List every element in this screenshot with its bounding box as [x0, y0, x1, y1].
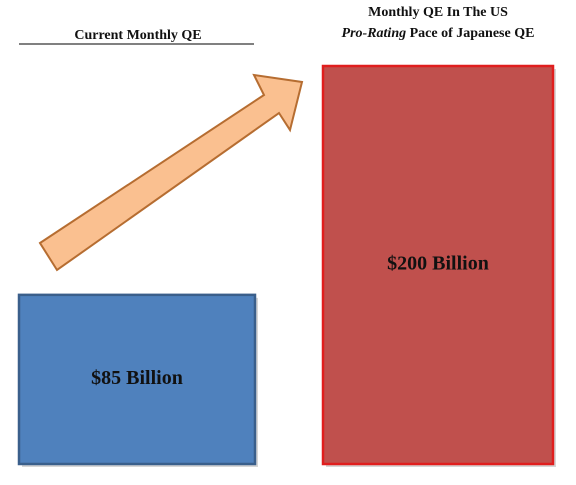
- category-note: Pro-Rating Pace of Japanese QE: [342, 26, 535, 41]
- arrow: [38, 73, 304, 272]
- note-text: Pace of Japanese QE: [410, 26, 535, 41]
- bar: [321, 64, 555, 466]
- category-label: Monthly QE In The US: [368, 5, 508, 20]
- value-label: $85 Billion: [91, 367, 183, 389]
- bar: [17, 293, 257, 466]
- value-label: $200 Billion: [387, 253, 489, 275]
- category-label: Current Monthly QE: [74, 28, 201, 43]
- note-italic: Pro-Rating: [342, 26, 407, 41]
